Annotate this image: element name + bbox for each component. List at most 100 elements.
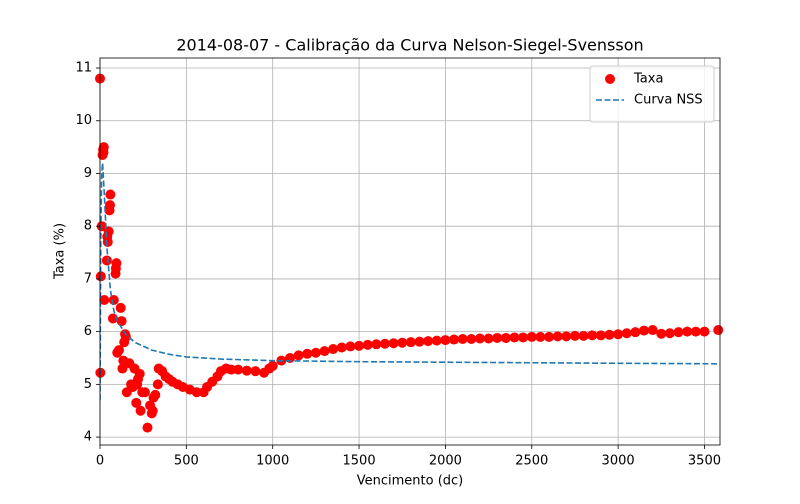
point [328,344,339,355]
point [397,337,408,348]
legend-marker [605,74,615,84]
point [544,331,555,342]
point [108,295,119,306]
point [656,328,667,339]
x-tick-label: 2500 [515,454,548,469]
x-tick-label: 3000 [602,454,635,469]
point [233,364,244,375]
x-tick-label: 1500 [343,454,376,469]
legend-label: Curva NSS [634,93,703,108]
point [595,330,606,341]
point [509,332,520,343]
point [150,389,161,400]
point [345,341,356,352]
point [135,405,146,416]
point [405,337,416,348]
point [111,258,122,269]
point [466,334,477,345]
point [293,350,304,361]
point [98,142,109,153]
point [113,345,124,356]
point [699,326,710,337]
point [115,302,126,313]
point [120,331,131,342]
point [102,237,113,248]
point [713,325,724,336]
x-axis-label: Vencimento (dc) [357,474,464,489]
axes-frame [99,57,721,446]
y-tick-label: 9 [84,166,92,181]
point [241,365,252,376]
point [639,325,650,336]
legend: Taxa Curva NSS [589,65,715,123]
point [664,328,675,339]
point [690,326,701,337]
point [336,342,347,353]
x-tick-label: 0 [96,454,104,469]
point [117,363,128,374]
legend-label: Taxa [633,72,663,87]
point [483,333,494,344]
point [423,336,434,347]
point [105,189,116,200]
y-tick-label: 10 [75,113,92,128]
point [630,327,641,338]
curve [100,162,720,401]
point [500,332,511,343]
point [604,329,615,340]
ticks: 0 500 1000 1500 2000 2500 3000 3500 4 5 6 7 8 9 10 11 [75,61,721,469]
point [449,334,460,345]
point [267,360,278,371]
chart-title: 2014-08-07 - Calibração da Curva Nelson-… [176,36,643,55]
point [152,379,163,390]
point [569,330,580,341]
point [578,330,589,341]
point [587,330,598,341]
point [526,331,537,342]
point [226,364,237,375]
point [99,295,110,306]
point [362,339,373,350]
point [492,332,503,343]
point [319,346,330,357]
point [134,368,145,379]
point [116,316,127,327]
point [414,336,425,347]
point [101,255,112,266]
point [474,333,485,344]
point [561,331,572,342]
point [371,339,382,350]
plot-area [95,73,724,433]
point [379,338,390,349]
point [682,326,693,337]
point [647,325,658,336]
y-tick-label: 4 [84,430,92,445]
y-tick-label: 11 [75,61,92,76]
point [621,328,632,339]
point [388,338,399,349]
point [105,200,116,211]
point [440,335,451,346]
x-tick-label: 2000 [429,454,462,469]
point [131,397,142,408]
x-tick-label: 500 [174,454,199,469]
x-tick-label: 3500 [688,454,721,469]
point [673,327,684,338]
point [457,334,468,345]
point [613,329,624,340]
point [310,347,321,358]
x-tick-label: 1000 [256,454,289,469]
point [302,348,313,359]
point [142,422,153,433]
y-tick-label: 7 [84,271,92,286]
point [103,226,114,237]
point [191,387,202,398]
point [518,332,529,343]
point [535,331,546,342]
point [139,387,150,398]
point [552,331,563,342]
y-axis-label: Taxa (%) [53,223,68,280]
point [147,405,158,416]
point [96,221,107,232]
